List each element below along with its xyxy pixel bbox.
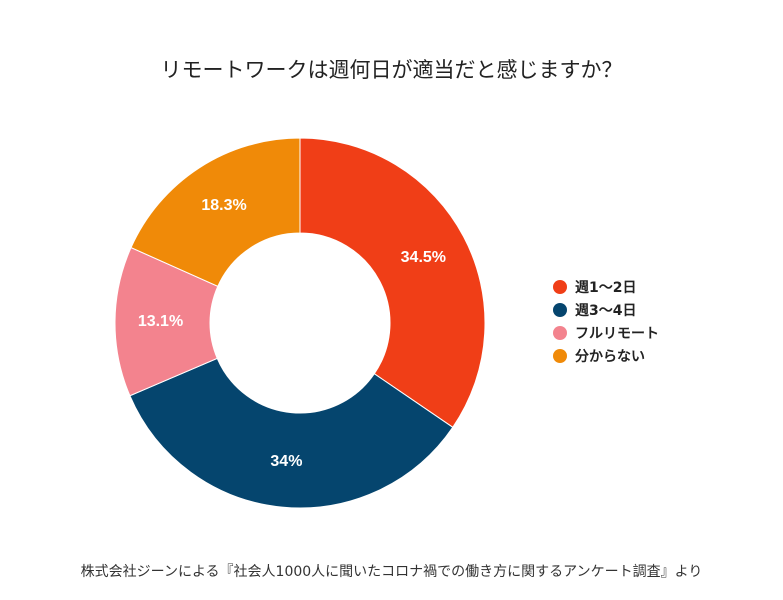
chart-title: リモートワークは週何日が適当だと感じますか？ xyxy=(160,58,623,82)
legend-swatch xyxy=(553,279,567,294)
slice-value-label: 34.5% xyxy=(401,249,446,266)
legend: 週1〜2日 週3〜4日 フルリモート 分からない xyxy=(553,275,659,367)
legend-label: 週1〜2日 xyxy=(575,279,637,296)
source-note: 株式会社ジーンによる『社会人1000人に聞いたコロナ禍での働き方に関するアンケー… xyxy=(80,564,703,580)
slice-value-label: 34% xyxy=(270,453,302,470)
legend-label: 週3〜4日 xyxy=(575,302,637,319)
legend-label: 分からない xyxy=(575,348,645,365)
donut-slice xyxy=(129,357,454,509)
legend-swatch xyxy=(553,302,567,317)
slice-value-label: 18.3% xyxy=(201,197,246,214)
legend-item: 週1〜2日 xyxy=(553,275,659,298)
donut-slice xyxy=(299,137,486,429)
donut-slice xyxy=(130,137,301,287)
legend-item: 週3〜4日 xyxy=(553,298,659,321)
legend-label: フルリモート xyxy=(575,325,659,342)
slice-value-label: 13.1% xyxy=(138,313,183,330)
legend-item: 分からない xyxy=(553,344,659,367)
legend-swatch xyxy=(553,325,567,340)
legend-swatch xyxy=(553,348,567,363)
legend-item: フルリモート xyxy=(553,321,659,344)
